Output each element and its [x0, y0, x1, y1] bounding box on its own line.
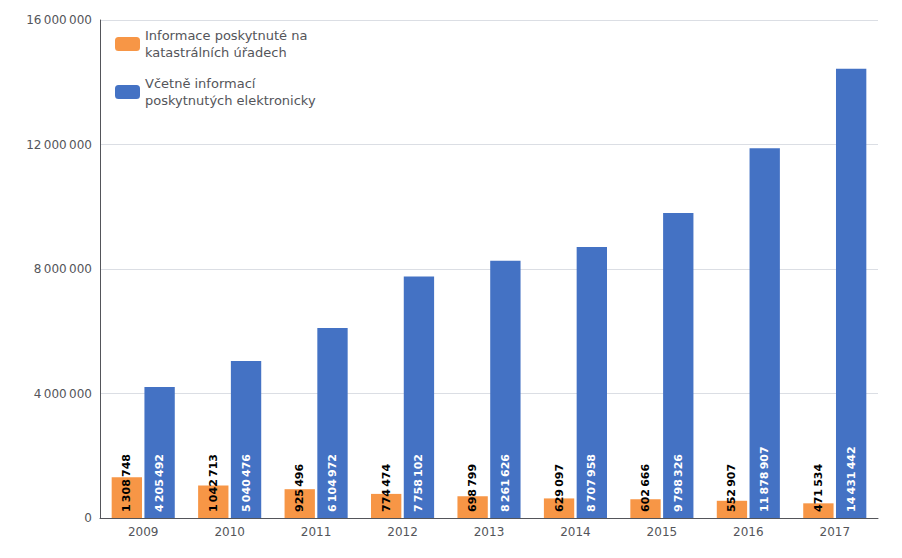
svg-text:471 534: 471 534 [812, 464, 825, 512]
svg-text:16 000 000: 16 000 000 [26, 13, 92, 27]
svg-text:602 666: 602 666 [639, 464, 652, 512]
svg-text:8 261 626: 8 261 626 [499, 454, 512, 512]
svg-text:Informace poskytnuté na: Informace poskytnuté na [145, 28, 307, 43]
svg-text:0: 0 [84, 511, 92, 525]
svg-text:katastrálních úřadech: katastrálních úřadech [145, 45, 287, 60]
svg-text:5 040 476: 5 040 476 [240, 454, 253, 512]
svg-text:2013: 2013 [474, 525, 505, 539]
svg-text:6 104 972: 6 104 972 [326, 454, 339, 512]
svg-text:14 431 442: 14 431 442 [845, 446, 858, 512]
svg-text:629 097: 629 097 [553, 464, 566, 512]
svg-text:925 496: 925 496 [293, 464, 306, 512]
svg-text:Včetně informací: Včetně informací [145, 76, 256, 91]
svg-text:8 707 958: 8 707 958 [585, 454, 598, 512]
svg-text:2010: 2010 [214, 525, 245, 539]
svg-text:8 000 000: 8 000 000 [34, 262, 92, 276]
svg-text:698 799: 698 799 [466, 464, 479, 512]
svg-text:7 758 102: 7 758 102 [412, 454, 425, 512]
svg-text:2014: 2014 [560, 525, 591, 539]
svg-text:4 000 000: 4 000 000 [34, 387, 92, 401]
svg-text:4 205 492: 4 205 492 [153, 454, 166, 512]
svg-text:2015: 2015 [647, 525, 678, 539]
svg-text:12 000 000: 12 000 000 [26, 138, 92, 152]
svg-text:2017: 2017 [820, 525, 851, 539]
svg-text:poskytnutých elektronicky: poskytnutých elektronicky [145, 93, 316, 108]
svg-text:2016: 2016 [733, 525, 764, 539]
svg-text:11 878 907: 11 878 907 [758, 446, 771, 512]
svg-text:552 907: 552 907 [725, 464, 738, 512]
svg-text:2012: 2012 [387, 525, 418, 539]
svg-text:1 308 748: 1 308 748 [120, 454, 133, 512]
svg-text:2009: 2009 [128, 525, 159, 539]
svg-text:1 042 713: 1 042 713 [207, 454, 220, 512]
svg-text:774 474: 774 474 [380, 464, 393, 512]
svg-text:2011: 2011 [301, 525, 332, 539]
svg-text:9 798 326: 9 798 326 [672, 454, 685, 512]
